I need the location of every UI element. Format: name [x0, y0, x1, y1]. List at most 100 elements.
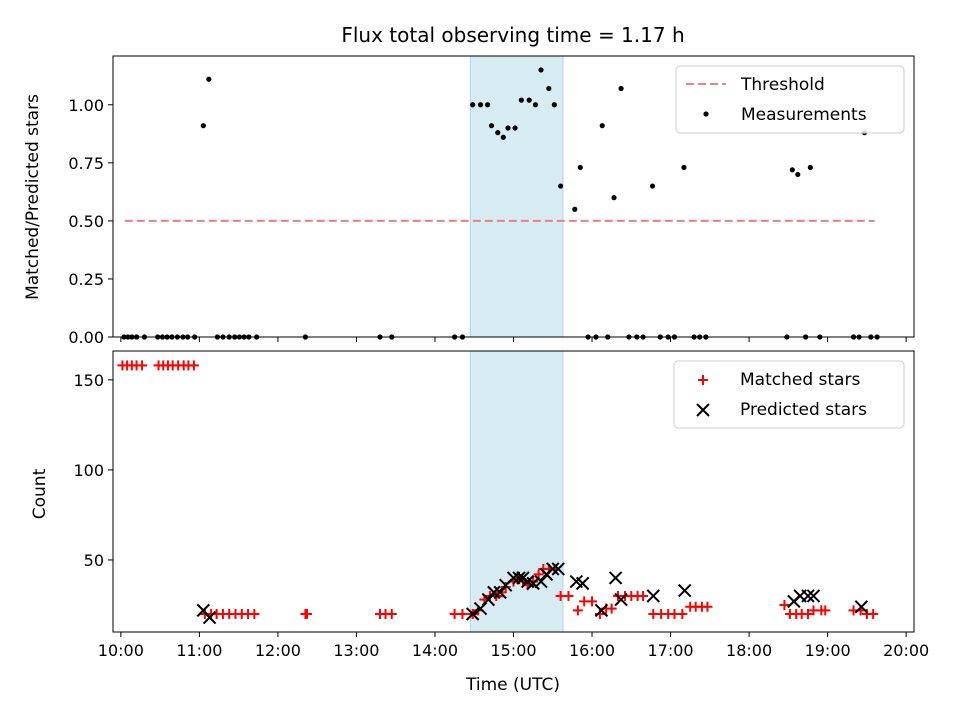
predicted-star-marker [646, 589, 660, 603]
predicted-star-marker [493, 585, 507, 600]
predicted-star-marker [512, 571, 526, 585]
x-tick-label: 20:00 [883, 641, 929, 660]
predicted-star-marker [854, 600, 869, 614]
bottom-shaded-region [469, 350, 564, 633]
matched-star-marker [457, 608, 468, 619]
predicted-star-marker [575, 576, 590, 591]
top-data-layer [121, 67, 880, 340]
matched-star-marker [638, 590, 649, 601]
bottom-legend: Matched stars Predicted stars [673, 360, 905, 429]
x-tick-label: 16:00 [569, 641, 615, 660]
x-tick-label: 18:00 [726, 641, 772, 660]
x-tick-label: 17:00 [648, 641, 694, 660]
measurement-point [512, 125, 518, 131]
bottom-legend-box [673, 360, 905, 429]
y-tick-label: 1.00 [68, 96, 104, 115]
measurement-point [611, 195, 617, 201]
matched-star-marker [779, 599, 790, 610]
measurement-point [599, 123, 605, 129]
predicted-star-marker [534, 574, 548, 589]
measurement-point [532, 102, 539, 108]
matched-star-marker [802, 608, 813, 619]
matched-star-marker [528, 576, 539, 587]
x-tick-label: 13:00 [333, 641, 379, 660]
matched-star-marker [301, 608, 312, 619]
x-tick-label: 12:00 [255, 641, 301, 660]
measurement-point [538, 67, 544, 73]
x-tick-label: 19:00 [805, 641, 851, 660]
matched-star-marker [386, 608, 397, 619]
matched-star-marker [249, 608, 260, 619]
legend-predicted-marker [696, 403, 710, 417]
measurement-point [681, 164, 687, 171]
x-tick-label: 15:00 [490, 641, 536, 660]
measurement-point [206, 76, 212, 82]
measurement-point [546, 85, 552, 92]
measurement-point [484, 102, 491, 108]
predicted-star-marker [526, 576, 540, 591]
matched-star-marker [702, 601, 713, 612]
top-chart-title: Flux total observing time = 1.17 h [341, 23, 684, 47]
y-tick-label: 0.50 [68, 212, 104, 231]
predicted-star-marker [546, 562, 560, 576]
top-axes: 0.00 0.25 0.50 0.75 1.00 Matched/Predicted s… [23, 55, 915, 347]
measurement-point [807, 164, 813, 171]
x-tick-label: 10:00 [98, 641, 144, 660]
legend-threshold-label: Threshold [740, 75, 825, 95]
legend-predicted-label: Predicted stars [740, 400, 867, 420]
predicted-star-marker [614, 592, 628, 607]
top-x-ticks [120, 337, 907, 342]
measurement-point [572, 206, 578, 212]
matched-star-marker [820, 605, 831, 616]
measurement-point [477, 102, 484, 108]
bottom-y-ticks: 50 100 150 [73, 371, 113, 570]
matched-star-marker [563, 590, 574, 601]
measurement-point [505, 125, 511, 131]
measurement-point [795, 171, 801, 178]
matched-star-marker [868, 608, 879, 619]
measurement-point [618, 85, 624, 92]
bottom-data-layer [117, 360, 879, 625]
y-tick-label: 0.25 [68, 270, 104, 289]
predicted-star-marker [506, 571, 521, 585]
measurement-point [558, 183, 564, 189]
matched-star-marker [188, 360, 199, 371]
y-tick-label: 50 [84, 551, 104, 570]
measurement-point [500, 134, 506, 140]
predicted-star-marker [677, 583, 692, 598]
top-legend: Threshold Measurements [675, 65, 905, 134]
predicted-star-marker [487, 585, 501, 600]
measurement-point [649, 183, 656, 189]
measurement-point [200, 123, 206, 129]
top-shaded-region [469, 55, 564, 338]
matched-star-marker [137, 360, 148, 371]
top-legend-box [675, 65, 905, 134]
predicted-star-marker [608, 571, 623, 585]
predicted-star-marker [806, 589, 821, 603]
top-y-axis-label: Matched/Predicted stars [23, 94, 43, 300]
bottom-x-axis-label: Time (UTC) [465, 675, 560, 695]
matched-star-marker [587, 596, 598, 607]
legend-matched-marker [698, 375, 708, 385]
bottom-y-axis-label: Count [30, 468, 50, 519]
predicted-star-marker [465, 607, 480, 621]
matched-star-marker [572, 605, 583, 616]
measurement-point [488, 123, 495, 129]
legend-measurements-marker [703, 111, 709, 117]
y-tick-label: 0.00 [68, 328, 104, 347]
measurement-point [518, 97, 524, 103]
predicted-star-marker [202, 610, 217, 625]
y-tick-label: 100 [73, 461, 104, 480]
x-tick-label: 14:00 [412, 641, 458, 660]
measurement-point [551, 102, 557, 108]
measurement-point [789, 167, 795, 173]
predicted-star-marker [481, 592, 496, 607]
bottom-x-ticks: 10:00 11:00 12:00 13:00 14:00 15:00 16:00 17:00… [98, 632, 929, 660]
predicted-star-marker [594, 603, 609, 618]
measurement-point [470, 102, 476, 108]
y-tick-label: 0.75 [68, 154, 104, 173]
legend-matched-label: Matched stars [740, 370, 860, 390]
measurement-point [526, 97, 532, 103]
